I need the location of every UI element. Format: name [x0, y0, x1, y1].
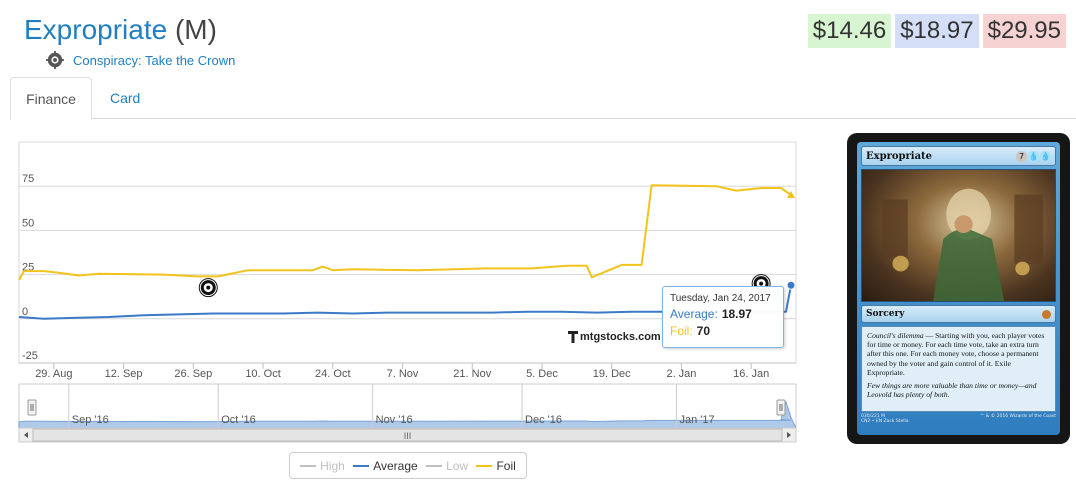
navigator-handle-left[interactable]: [27, 399, 37, 416]
tooltip-foil-label: Foil:: [670, 324, 693, 338]
x-tick-label: 5. Dec: [526, 368, 558, 380]
legend-swatch-high: [300, 464, 317, 467]
x-tick-label: 7. Nov: [387, 368, 419, 380]
x-tick-label: 12. Sep: [105, 368, 143, 380]
legend-item-foil[interactable]: Foil: [476, 458, 516, 473]
navigator-label: Nov '16: [376, 414, 413, 426]
legend-label-low: Low: [446, 458, 469, 473]
tooltip-average-value: 18.97: [721, 307, 752, 321]
card-flavor-text: Few things are more valuable than time o…: [867, 381, 1037, 400]
set-release-flag-icon: [198, 278, 218, 298]
card-set-line: CN2 • EN: [861, 419, 883, 424]
series-point-average: [786, 280, 796, 290]
card-art-illustration: [882, 188, 1043, 301]
navigator-label: Dec '16: [525, 414, 562, 426]
watermark-text: mtgstocks.com: [580, 331, 661, 343]
scroll-left-arrow-icon: [24, 432, 28, 438]
tab-finance[interactable]: Finance: [10, 77, 92, 120]
mana-cost: 7 💧 💧: [1016, 150, 1051, 162]
y-tick-label: -25: [22, 350, 38, 362]
card-rules-text: Council's dilemma — Starting with you, e…: [867, 331, 1045, 377]
y-tick-label: 0: [22, 306, 28, 318]
legend-item-high[interactable]: High: [300, 459, 345, 473]
mtgstocks-logo-icon: [568, 331, 578, 343]
legend-swatch-average: [353, 464, 370, 467]
scroll-right-arrow-icon: [787, 432, 791, 438]
navigator-scrollbar[interactable]: III: [18, 427, 797, 443]
card-rarity: (M): [174, 14, 217, 45]
x-tick-label: 2. Jan: [666, 368, 696, 380]
card-type: Sorcery: [866, 309, 905, 319]
card-type-bar: Sorcery: [861, 305, 1056, 323]
legend-swatch-foil: [476, 464, 493, 467]
scrollbar-thumb: [32, 428, 783, 442]
x-tick-label: 19. Dec: [593, 368, 631, 380]
price-high-badge: $29.95: [982, 14, 1066, 48]
card-art: [861, 169, 1056, 302]
chart-tooltip: Tuesday, Jan 24, 2017 Average: 18.97 Foil…: [662, 286, 784, 348]
navigator-label: Jan '17: [679, 414, 714, 426]
mana-generic-icon: 7: [1016, 150, 1027, 162]
set-link[interactable]: Conspiracy: Take the Crown: [73, 52, 236, 68]
tooltip-date: Tuesday, Jan 24, 2017: [670, 293, 771, 304]
series-line-foil: [18, 184, 792, 281]
card-copyright: ™ & © 2016 Wizards of the Coast: [979, 414, 1056, 419]
card-header: Expropriate (M): [24, 12, 217, 48]
page-title: Expropriate (M): [24, 12, 217, 48]
mana-blue-icon: 💧: [1040, 150, 1051, 162]
x-tick-label: 29. Aug: [35, 368, 72, 380]
price-badges: $14.46 $18.97 $29.95: [807, 14, 1066, 48]
legend-label-average: Average: [373, 458, 418, 473]
card-image: Expropriate 7 💧 💧 Sorcery: [847, 133, 1070, 444]
navigator-area: [18, 400, 797, 429]
tab-bar: Finance Card: [10, 77, 1076, 120]
tab-card[interactable]: Card: [110, 90, 141, 106]
card-name: Expropriate: [24, 14, 168, 45]
chart-watermark: mtgstocks.com: [568, 331, 661, 343]
mana-blue-icon: 💧: [1028, 150, 1039, 162]
card-artist: Zack Stella: [883, 419, 909, 424]
legend-item-low[interactable]: Low: [426, 459, 468, 473]
x-tick-label: 26. Sep: [174, 368, 212, 380]
y-tick-label: 50: [22, 217, 34, 229]
legend-swatch-low: [426, 464, 443, 467]
x-tick-label: 24. Oct: [315, 368, 350, 380]
y-tick-label: 75: [22, 173, 34, 185]
card-footer: 030/221 M CN2 • EN Zack Stella ™ & © 2016…: [861, 414, 1056, 424]
tooltip-foil-value: 70: [696, 324, 711, 338]
tooltip-average-label: Average:: [670, 307, 718, 321]
x-tick-label: 21. Nov: [453, 368, 491, 380]
navigator-label: Sep '16: [72, 414, 109, 426]
legend-label-high: High: [320, 458, 345, 473]
legend-label-foil: Foil: [496, 458, 516, 473]
card-title-bar: Expropriate 7 💧 💧: [861, 146, 1056, 166]
set-row: Conspiracy: Take the Crown: [46, 51, 235, 69]
card-text-box: Council's dilemma — Starting with you, e…: [861, 326, 1056, 412]
price-average-badge: $18.97: [895, 14, 979, 48]
series-point-foil: [787, 191, 796, 199]
set-symbol-icon: [1042, 309, 1051, 319]
x-tick-label: 16. Jan: [733, 368, 769, 380]
navigator-label: Oct '16: [221, 414, 256, 426]
card-collector-info: 030/221 M: [861, 414, 886, 419]
card-frame: Expropriate 7 💧 💧 Sorcery: [857, 142, 1060, 435]
legend-item-average[interactable]: Average: [353, 458, 418, 473]
chart-legend: High Average Low Foil: [289, 452, 527, 479]
scrollbar-grip: III: [404, 431, 412, 441]
conspiracy-set-icon: [46, 51, 64, 69]
card-image-name: Expropriate: [866, 150, 933, 162]
price-low-badge: $14.46: [807, 14, 892, 48]
x-tick-label: 10. Oct: [245, 368, 280, 380]
navigator-handle-right[interactable]: [776, 399, 786, 416]
